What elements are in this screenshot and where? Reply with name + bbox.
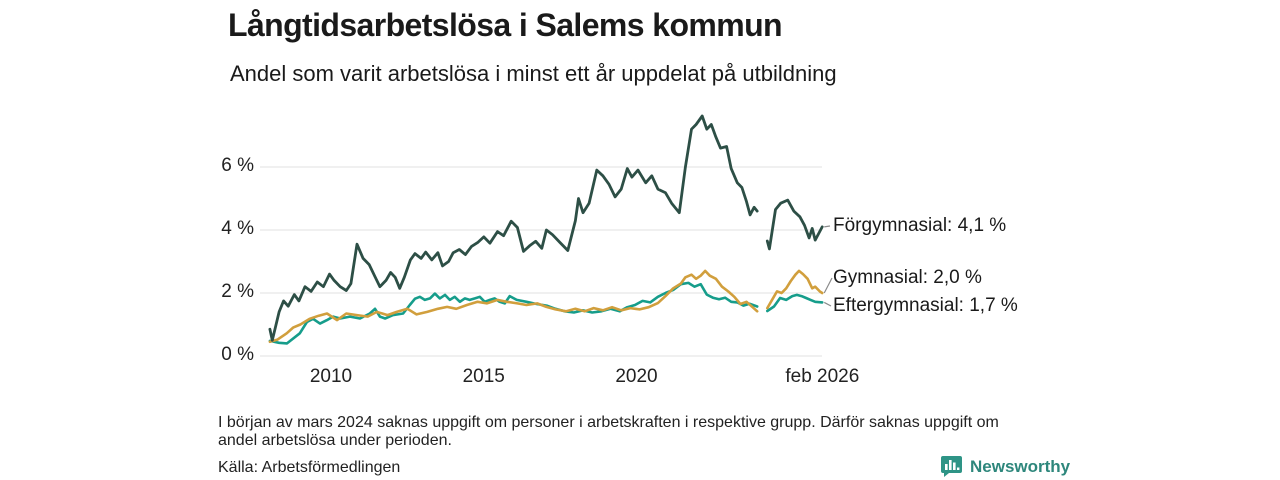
series-line-förgymnasial-1 <box>765 198 824 251</box>
leader-line-gymnasial <box>823 277 833 294</box>
series-line-eftergymnasial-0 <box>268 281 759 345</box>
series-line-eftergymnasial-1 <box>765 293 824 313</box>
x-axis-label-2010: 2010 <box>309 366 353 387</box>
series-label-förgymnasial: Förgymnasial: 4,1 % <box>833 215 1007 236</box>
y-axis-label-6: 6 % <box>221 155 254 176</box>
bar-chart-bubble-icon <box>941 456 962 477</box>
x-axis-label-feb-2026: feb 2026 <box>785 366 860 387</box>
source-note: Källa: Arbetsförmedlingen <box>218 459 401 476</box>
series-line-gymnasial-0 <box>268 269 759 344</box>
page-subtitle: Andel som varit arbetslösa i minst ett å… <box>230 61 837 86</box>
page-title: Långtidsarbetslösa i Salems kommun <box>228 7 783 43</box>
footnote: I början av mars 2024 saknas uppgift om … <box>218 414 1118 450</box>
leader-line-eftergymnasial <box>823 301 832 307</box>
series-line-gymnasial-1 <box>765 269 824 310</box>
x-axis-label-2020: 2020 <box>615 366 658 387</box>
y-axis-label-2: 2 % <box>221 281 254 302</box>
newsworthy-logo: Newsworthy <box>940 455 1070 478</box>
series-label-eftergymnasial: Eftergymnasial: 1,7 % <box>833 295 1018 316</box>
newsworthy-logo-text: Newsworthy <box>970 456 1071 476</box>
series-label-gymnasial: Gymnasial: 2,0 % <box>833 267 982 288</box>
footnote-line-2: andel arbetslösa under perioden. <box>218 432 452 449</box>
series-line-förgymnasial-0 <box>268 114 759 342</box>
footnote-line-1: I början av mars 2024 saknas uppgift om … <box>218 414 999 431</box>
x-axis-label-2015: 2015 <box>462 366 505 387</box>
y-axis-label-4: 4 % <box>221 218 254 239</box>
y-axis-label-0: 0 % <box>221 344 254 365</box>
leader-line-förgymnasial <box>824 225 831 228</box>
